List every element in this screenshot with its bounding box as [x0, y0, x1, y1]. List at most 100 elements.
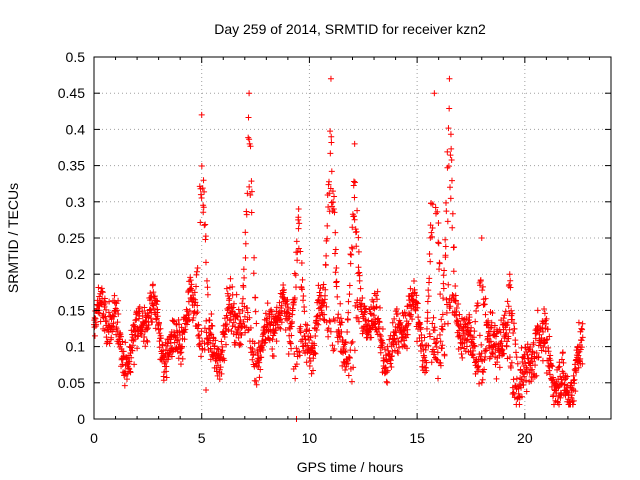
data-point	[509, 316, 516, 323]
data-point	[266, 337, 273, 344]
data-point	[559, 349, 566, 356]
data-point	[119, 361, 126, 368]
data-point	[206, 317, 213, 324]
data-point	[260, 330, 267, 337]
data-point	[504, 321, 511, 328]
data-point	[322, 286, 329, 293]
data-point	[463, 337, 470, 344]
data-point	[347, 251, 354, 258]
data-point	[417, 324, 424, 331]
data-point	[203, 277, 210, 284]
data-point	[123, 376, 130, 383]
data-point	[438, 316, 445, 323]
data-point	[470, 334, 477, 341]
data-point	[425, 293, 432, 300]
data-point	[325, 325, 332, 332]
data-point	[253, 320, 260, 327]
data-point	[395, 338, 402, 345]
data-point	[152, 316, 159, 323]
data-point	[128, 354, 135, 361]
data-point	[329, 342, 336, 349]
data-point	[250, 270, 257, 277]
x-tick-labels: 0 5 10 15 20	[90, 430, 533, 446]
data-point	[351, 216, 358, 223]
data-point	[541, 340, 548, 347]
data-point	[423, 325, 430, 332]
data-point	[194, 325, 201, 332]
data-point	[278, 319, 285, 326]
data-point	[157, 335, 164, 342]
data-point	[435, 239, 442, 246]
data-point	[335, 311, 342, 318]
data-point	[331, 346, 338, 353]
data-point	[424, 298, 431, 305]
data-point	[400, 327, 407, 334]
data-point	[186, 316, 193, 323]
y-tick-label: 0.15	[58, 302, 85, 318]
data-point	[425, 287, 432, 294]
data-point	[359, 330, 366, 337]
chart-title: Day 259 of 2014, SRMTID for receiver kzn…	[214, 21, 486, 37]
data-point	[479, 283, 486, 290]
data-point	[350, 364, 357, 371]
data-point	[436, 331, 443, 338]
data-point	[488, 319, 495, 326]
data-point	[435, 220, 442, 227]
data-point	[435, 375, 442, 382]
data-point	[384, 343, 391, 350]
data-point	[498, 338, 505, 345]
data-point	[191, 289, 198, 296]
data-point	[223, 285, 230, 292]
data-point	[284, 309, 291, 316]
data-point	[542, 320, 549, 327]
data-point	[193, 310, 200, 317]
data-point	[409, 316, 416, 323]
data-point	[441, 352, 448, 359]
data-point	[568, 394, 575, 401]
data-point	[268, 311, 275, 318]
data-point	[126, 358, 133, 365]
data-point	[181, 336, 188, 343]
data-point	[434, 349, 441, 356]
data-point	[444, 320, 451, 327]
data-point	[237, 330, 244, 337]
data-point	[252, 294, 259, 301]
data-point	[579, 320, 586, 327]
data-point	[177, 350, 184, 357]
data-point	[437, 362, 444, 369]
data-point	[280, 286, 287, 293]
data-point	[454, 318, 461, 325]
data-point	[154, 306, 161, 313]
data-point	[479, 287, 486, 294]
data-point	[332, 269, 339, 276]
data-point	[356, 272, 363, 279]
data-point	[202, 221, 209, 228]
data-point	[227, 316, 234, 323]
data-point	[115, 311, 122, 318]
y-tick-label: 0.1	[66, 339, 86, 355]
data-point	[410, 278, 417, 285]
data-point	[447, 303, 454, 310]
data-point	[355, 234, 362, 241]
data-point	[450, 268, 457, 275]
data-point	[200, 209, 207, 216]
data-point	[462, 321, 469, 328]
data-point	[218, 351, 225, 358]
data-point	[230, 331, 237, 338]
data-point	[288, 345, 295, 352]
data-point	[482, 311, 489, 318]
data-point	[175, 336, 182, 343]
data-point	[449, 210, 456, 217]
data-point	[246, 136, 253, 143]
data-point	[458, 351, 465, 358]
data-point	[342, 348, 349, 355]
data-point	[129, 331, 136, 338]
data-point	[460, 316, 467, 323]
data-point	[297, 323, 304, 330]
data-point	[289, 318, 296, 325]
data-point	[331, 209, 338, 216]
data-point	[514, 360, 521, 367]
data-point	[519, 378, 526, 385]
data-point	[149, 319, 156, 326]
data-point	[299, 343, 306, 350]
